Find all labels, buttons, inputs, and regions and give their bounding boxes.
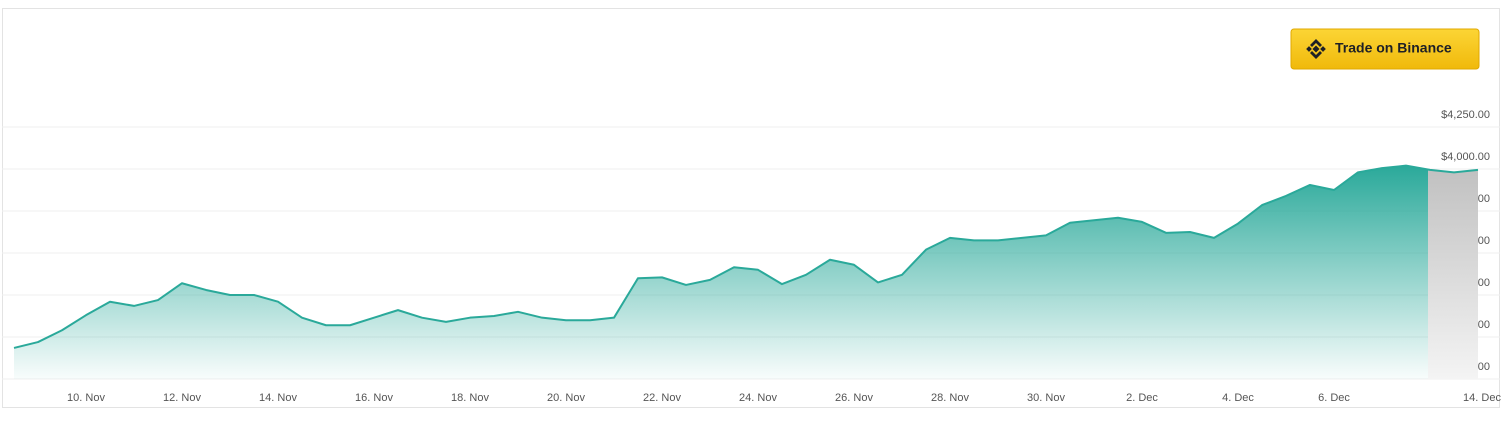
chart-border xyxy=(2,8,1500,408)
y-tick-label: $4,250.00 xyxy=(1441,109,1490,121)
x-end-label: 14. Dec xyxy=(1463,392,1501,404)
x-tick-label: 10. Nov xyxy=(67,392,105,404)
line xyxy=(13,164,1479,349)
current-period-shade xyxy=(1428,165,1478,379)
x-tick-label: 22. Nov xyxy=(643,392,681,404)
x-tick-label: 18. Nov xyxy=(451,392,489,404)
x-tick-label: 30. Nov xyxy=(1027,392,1065,404)
x-tick-label: 4. Dec xyxy=(1222,392,1254,404)
plot: $2,750.00$3,000.00$3,250.00$3,500.00$3,7… xyxy=(2,109,1501,404)
x-tick-label: 2. Dec xyxy=(1126,392,1158,404)
x-tick-label: 28. Nov xyxy=(931,392,969,404)
button-label[interactable]: Trade on Binance xyxy=(1335,40,1452,56)
area xyxy=(14,165,1478,379)
x-tick-label: 12. Nov xyxy=(163,392,201,404)
x-tick-label: 14. Nov xyxy=(259,392,297,404)
x-tick-label: 24. Nov xyxy=(739,392,777,404)
trade-button[interactable]: Trade on Binance xyxy=(1290,28,1480,70)
button-bg[interactable] xyxy=(1290,28,1480,70)
x-tick-label: 20. Nov xyxy=(547,392,585,404)
x-tick-label: 6. Dec xyxy=(1318,392,1350,404)
y-tick-label: $4,000.00 xyxy=(1441,151,1490,163)
x-tick-label: 26. Nov xyxy=(835,392,873,404)
x-tick-label: 16. Nov xyxy=(355,392,393,404)
